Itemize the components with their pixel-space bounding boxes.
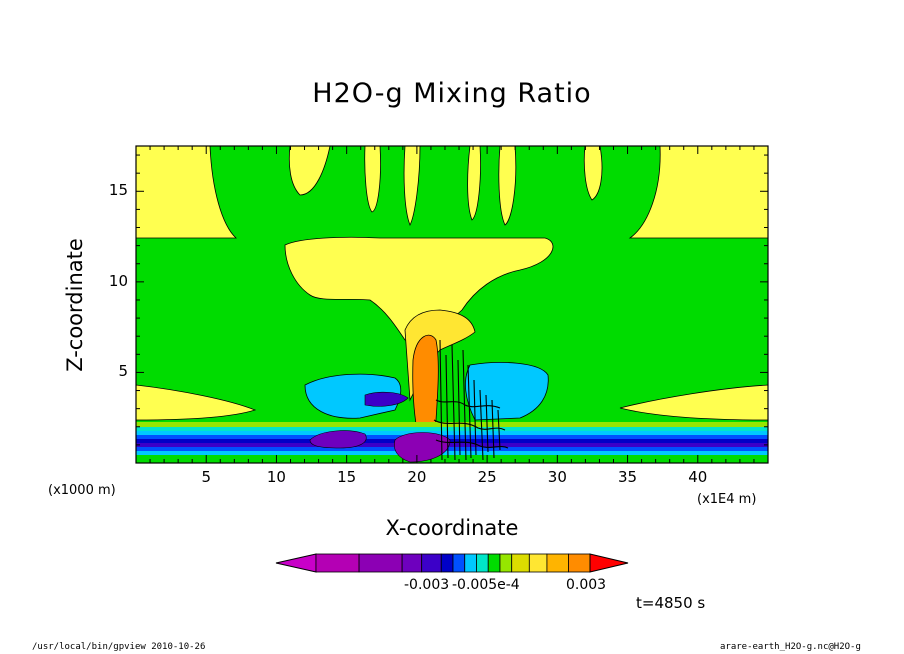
chart-title: H2O-g Mixing Ratio [312, 78, 592, 109]
y-axis-ticks [136, 154, 768, 446]
x-tick-label: 40 [688, 468, 708, 486]
x-tick-label: 30 [547, 468, 567, 486]
x-tick-label: 35 [618, 468, 638, 486]
y-tick-label: 10 [108, 271, 128, 290]
region-streak-1 [288, 146, 331, 196]
x-tick-label: 5 [201, 468, 211, 486]
region-streak-6 [583, 146, 603, 201]
x-tick-label: 15 [337, 468, 357, 486]
turbulence-lines [433, 339, 509, 461]
region-streak-4 [467, 146, 481, 221]
x-tick-label: 25 [477, 468, 497, 486]
band-8 [136, 451, 768, 455]
y-tick-label: 5 [118, 362, 128, 381]
band-6 [136, 443, 768, 447]
band-3 [136, 431, 768, 435]
colorbar-arrow-left [275, 553, 317, 573]
colorbar-swatch [511, 553, 530, 573]
x-tick-label: 20 [407, 468, 427, 486]
band-4 [136, 435, 768, 439]
band-5 [136, 439, 768, 443]
colorbar-arrow-right [589, 553, 629, 573]
region-blue-patch [364, 391, 409, 407]
region-orange-core [412, 334, 439, 447]
colorbar-label: -0.005e-4 [452, 577, 520, 593]
x-axis-ticks [149, 146, 755, 463]
region-upper-left [136, 146, 238, 239]
y-axis-label: Z-coordinate [63, 238, 87, 372]
colorbar-swatch [452, 553, 466, 573]
colorbar-label: -0.003 [404, 577, 450, 593]
colorbar-swatch [440, 553, 454, 573]
region-streak-5 [498, 146, 517, 226]
colorbar-swatch [464, 553, 477, 573]
x-tick-label: 10 [266, 468, 286, 486]
band-2 [136, 427, 768, 431]
colorbar-swatch [421, 553, 442, 573]
colorbar-swatch [487, 553, 501, 573]
colorbar-swatch [568, 553, 591, 573]
region-lower-left [136, 384, 257, 421]
region-lower-right [619, 384, 768, 421]
region-upper-right [628, 146, 768, 239]
region-streak-2 [364, 146, 381, 213]
plot-frame [135, 145, 769, 464]
footer-left: /usr/local/bin/gpview 2010-10-26 [32, 642, 206, 652]
colorbar-label: 0.003 [566, 577, 607, 593]
colorbar-swatch [358, 553, 403, 573]
colorbar-swatch [499, 553, 513, 573]
time-label: t=4850 s [636, 594, 706, 612]
y-unit-label: (x1000 m) [48, 483, 116, 498]
region-purple-blob [309, 430, 367, 449]
x-unit-label: (x1E4 m) [697, 492, 757, 507]
band-1 [136, 422, 768, 427]
band-9 [136, 455, 768, 463]
colorbar-swatch [401, 553, 423, 573]
y-tick-label: 15 [108, 181, 128, 200]
x-axis-label: X-coordinate [385, 516, 519, 540]
colorbar-swatch [528, 553, 548, 573]
colorbar-swatch [546, 553, 569, 573]
plot-field [136, 146, 768, 463]
colorbar-swatch [315, 553, 360, 573]
colorbar [275, 553, 629, 573]
footer-right: arare-earth_H2O-g.nc@H2O-g [720, 642, 861, 652]
region-streak-3 [403, 146, 421, 226]
colorbar-swatch [476, 553, 489, 573]
band-7 [136, 447, 768, 451]
